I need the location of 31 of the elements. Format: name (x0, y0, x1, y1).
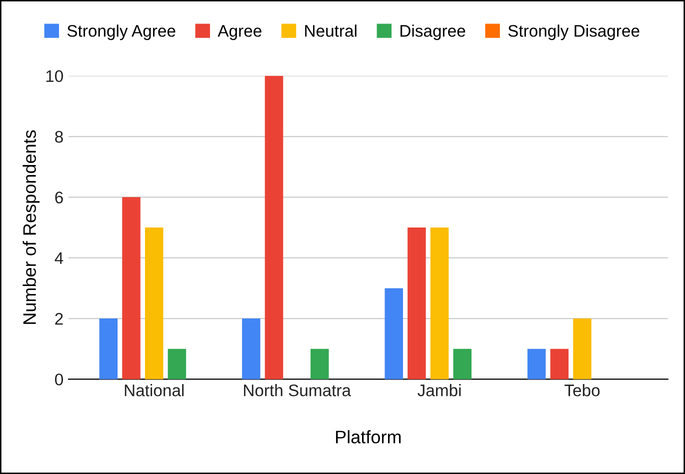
bar (573, 318, 592, 380)
legend-label: Disagree (400, 24, 466, 40)
legend-label: Neutral (305, 24, 356, 37)
y-tick-label: 8 (55, 130, 63, 143)
y-tick-label: 2 (55, 312, 63, 325)
bar (453, 348, 472, 380)
y-tick-label: 10 (46, 70, 63, 82)
bar (310, 348, 329, 380)
y-tick-label: 0 (55, 374, 63, 386)
x-tick-label: North Sumatra (244, 384, 352, 396)
y-tick-label: 6 (55, 192, 63, 204)
y-axis-title: Number of Respondents (22, 130, 40, 324)
legend-label: Strongly Disagree (508, 24, 640, 40)
bar (144, 228, 164, 380)
bar (384, 288, 404, 380)
x-tick-label: Tebo (564, 384, 600, 396)
bar (430, 228, 449, 380)
legend-label: Strongly Agree (67, 24, 176, 40)
bar (122, 197, 140, 380)
x-axis-title: Platform (336, 430, 401, 444)
bar (550, 348, 569, 380)
bar (168, 348, 186, 380)
x-tick-label: National (124, 384, 184, 396)
legend-label: Agree (218, 25, 262, 40)
bar (264, 76, 284, 380)
y-tick-label: 4 (54, 252, 64, 264)
x-tick-label: Jambi (418, 384, 461, 396)
bar (527, 348, 546, 380)
bar (408, 228, 426, 380)
bar (99, 318, 118, 380)
bar (242, 318, 260, 380)
